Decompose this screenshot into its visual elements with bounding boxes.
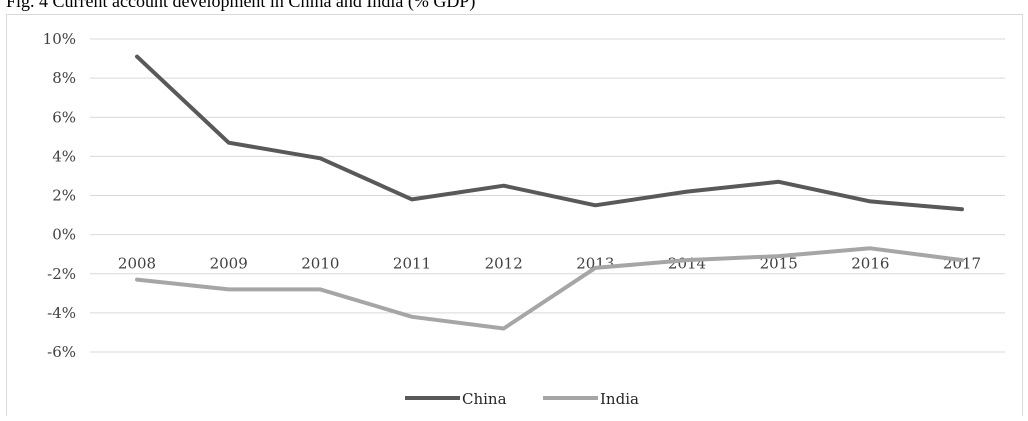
y-tick-label: 0%: [52, 226, 76, 244]
legend-label-china: China: [462, 390, 507, 408]
series-line-india: [135, 246, 964, 331]
series-line-china: [135, 54, 964, 212]
x-tick-label: 2008: [118, 255, 156, 273]
x-tick-label: 2014: [668, 255, 706, 273]
x-tick-label: 2009: [210, 255, 248, 273]
x-tick-label: 2011: [393, 255, 431, 273]
x-tick-label: 2015: [760, 255, 798, 273]
y-tick-label: 10%: [43, 30, 76, 48]
y-tick-label: 2%: [52, 187, 76, 205]
x-tick-label: 2016: [851, 255, 889, 273]
y-tick-label: 8%: [52, 69, 76, 87]
chart-frame: [6, 14, 1023, 416]
y-tick-label: 6%: [52, 108, 76, 126]
series-lines: [135, 54, 964, 331]
y-tick-label: -6%: [47, 343, 76, 361]
legend: China India: [405, 390, 639, 408]
x-axis-tick-labels: 2008 2009 2010 2011 2012 2013 2014 2015 2016 2017: [118, 255, 981, 273]
legend-label-india: India: [600, 390, 639, 408]
x-tick-label: 2010: [301, 255, 339, 273]
y-tick-label: -2%: [47, 265, 76, 283]
gridlines: [90, 38, 1005, 353]
x-tick-label: 2012: [485, 255, 523, 273]
y-tick-label: 4%: [52, 147, 76, 165]
y-axis-tick-labels: 10% 8% 6% 4% 2% 0% -2% -4% -6%: [43, 30, 76, 361]
y-tick-label: -4%: [47, 304, 76, 322]
figure-caption: Fig. 4 Current account development in Ch…: [6, 0, 476, 11]
